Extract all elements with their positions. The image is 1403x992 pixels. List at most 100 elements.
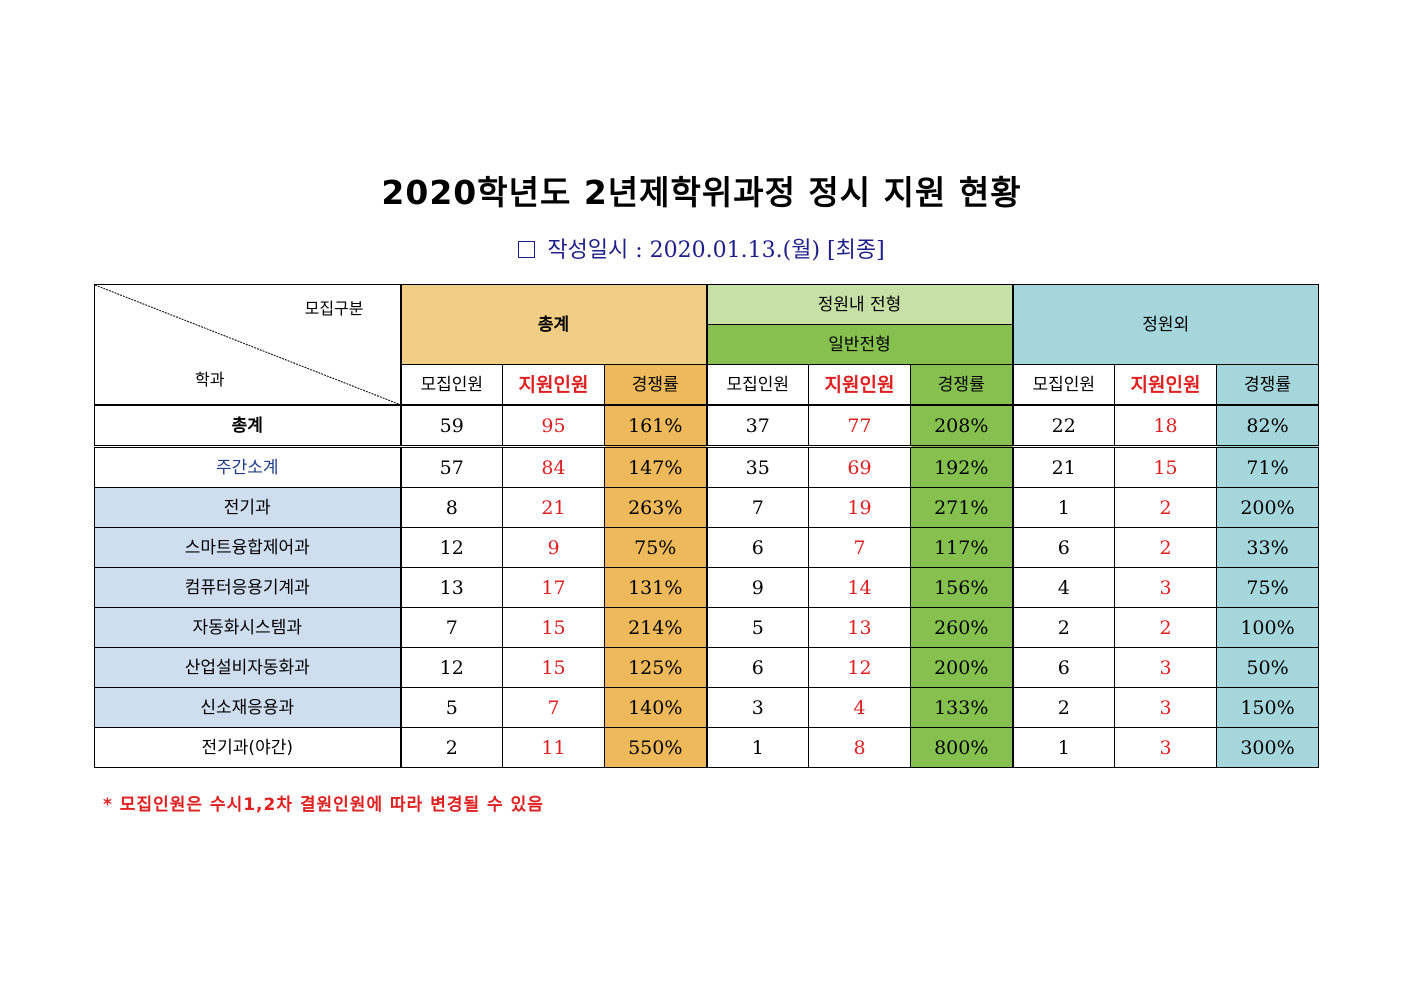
- total-rate-cell: 550%: [604, 727, 708, 768]
- total-recruit-cell: 13: [400, 567, 503, 608]
- group-header-in-quota: 정원내 전형: [705, 284, 1014, 325]
- total-apply-cell: 7: [502, 687, 605, 728]
- total-recruit-cell: 12: [400, 647, 503, 688]
- in-recruit-cell: 5: [706, 607, 809, 648]
- table-row: 자동화시스템과 7 15 214% 5 13 260% 2 2 100%: [94, 607, 1320, 648]
- out-rate-cell: 50%: [1216, 647, 1320, 688]
- in-rate-cell: 117%: [909, 527, 1014, 568]
- dept-cell: 자동화시스템과: [94, 607, 402, 648]
- in-recruit-cell: 3: [706, 687, 809, 728]
- out-rate-cell: 82%: [1216, 404, 1320, 447]
- in-recruit-cell: 6: [706, 647, 809, 688]
- total-recruit-cell: 2: [400, 727, 503, 768]
- in-apply-cell: 8: [808, 727, 911, 768]
- col-header-out-recruit: 모집인원: [1012, 364, 1116, 406]
- in-rate-cell: 133%: [909, 687, 1014, 728]
- dept-cell: 주간소계: [94, 445, 402, 488]
- group-header-total: 총계: [400, 284, 708, 365]
- out-apply-cell: 2: [1114, 527, 1218, 568]
- date-label: 작성일시 : 2020.01.13.(월) [최종]: [547, 238, 885, 263]
- table-row-night: 전기과(야간) 2 11 550% 1 8 800% 1 3 300%: [94, 727, 1320, 768]
- in-rate-cell: 260%: [909, 607, 1014, 648]
- total-rate-cell: 147%: [604, 445, 708, 488]
- total-rate-cell: 75%: [604, 527, 708, 568]
- col-header-in-rate: 경쟁률: [909, 364, 1014, 406]
- total-rate-cell: 161%: [604, 404, 708, 447]
- total-rate-cell: 214%: [604, 607, 708, 648]
- total-apply-cell: 21: [502, 487, 605, 528]
- out-rate-cell: 300%: [1216, 727, 1320, 768]
- in-apply-cell: 7: [808, 527, 911, 568]
- out-apply-cell: 3: [1114, 727, 1218, 768]
- dept-cell: 전기과: [94, 487, 402, 528]
- out-rate-cell: 71%: [1216, 445, 1320, 488]
- out-apply-cell: 18: [1114, 404, 1218, 447]
- in-apply-cell: 4: [808, 687, 911, 728]
- out-apply-cell: 3: [1114, 567, 1218, 608]
- in-rate-cell: 800%: [909, 727, 1014, 768]
- total-apply-cell: 15: [502, 607, 605, 648]
- dept-cell: 스마트융합제어과: [94, 527, 402, 568]
- out-apply-cell: 2: [1114, 607, 1218, 648]
- table-row-day-subtotal: 주간소계 57 84 147% 35 69 192% 21 15 71%: [94, 445, 1320, 488]
- out-apply-cell: 15: [1114, 445, 1218, 488]
- table-row: 컴퓨터응용기계과 13 17 131% 9 14 156% 4 3 75%: [94, 567, 1320, 608]
- footnote: * 모집인원은 수시1,2차 결원인원에 따라 변경될 수 있음: [103, 795, 544, 815]
- corner-bottom-label: 학과: [195, 370, 225, 389]
- col-header-total-recruit: 모집인원: [400, 364, 503, 406]
- total-apply-cell: 15: [502, 647, 605, 688]
- col-header-out-rate: 경쟁률: [1216, 364, 1320, 406]
- total-recruit-cell: 57: [400, 445, 503, 488]
- dept-cell: 전기과(야간): [94, 727, 402, 768]
- table-row: 신소재응용과 5 7 140% 3 4 133% 2 3 150%: [94, 687, 1320, 728]
- out-recruit-cell: 22: [1012, 404, 1116, 447]
- out-recruit-cell: 1: [1012, 727, 1116, 768]
- out-apply-cell: 3: [1114, 647, 1218, 688]
- table-row: 전기과 8 21 263% 7 19 271% 1 2 200%: [94, 487, 1320, 528]
- total-rate-cell: 263%: [604, 487, 708, 528]
- in-rate-cell: 271%: [909, 487, 1014, 528]
- in-recruit-cell: 6: [706, 527, 809, 568]
- in-apply-cell: 19: [808, 487, 911, 528]
- table-row-total: 총계 59 95 161% 37 77 208% 22 18 82%: [94, 404, 1320, 447]
- out-apply-cell: 2: [1114, 487, 1218, 528]
- dept-cell: 신소재응용과: [94, 687, 402, 728]
- col-header-out-apply: 지원인원: [1114, 364, 1218, 406]
- date-label-line: 작성일시 : 2020.01.13.(월) [최종]: [0, 232, 1403, 264]
- application-status-table: 모집구분 학과 총계 정원내 전형 정원외 일반전형 모집인원 지원인원 경쟁률…: [94, 284, 1320, 768]
- in-recruit-cell: 1: [706, 727, 809, 768]
- total-recruit-cell: 8: [400, 487, 503, 528]
- in-recruit-cell: 35: [706, 445, 809, 488]
- in-rate-cell: 208%: [909, 404, 1014, 447]
- total-apply-cell: 84: [502, 445, 605, 488]
- out-recruit-cell: 6: [1012, 527, 1116, 568]
- total-apply-cell: 9: [502, 527, 605, 568]
- in-apply-cell: 12: [808, 647, 911, 688]
- out-recruit-cell: 2: [1012, 687, 1116, 728]
- col-header-in-recruit: 모집인원: [706, 364, 809, 406]
- out-recruit-cell: 2: [1012, 607, 1116, 648]
- in-rate-cell: 156%: [909, 567, 1014, 608]
- out-recruit-cell: 6: [1012, 647, 1116, 688]
- dept-cell: 컴퓨터응용기계과: [94, 567, 402, 608]
- in-recruit-cell: 37: [706, 404, 809, 447]
- in-apply-cell: 14: [808, 567, 911, 608]
- out-rate-cell: 33%: [1216, 527, 1320, 568]
- table-row: 스마트융합제어과 12 9 75% 6 7 117% 6 2 33%: [94, 527, 1320, 568]
- total-apply-cell: 17: [502, 567, 605, 608]
- dept-cell: 산업설비자동화과: [94, 647, 402, 688]
- total-apply-cell: 11: [502, 727, 605, 768]
- diagonal-line: [95, 285, 401, 405]
- group-header-out-quota: 정원외: [1012, 284, 1320, 365]
- total-recruit-cell: 7: [400, 607, 503, 648]
- col-header-total-apply: 지원인원: [502, 364, 605, 406]
- out-recruit-cell: 21: [1012, 445, 1116, 488]
- col-header-total-rate: 경쟁률: [604, 364, 708, 406]
- corner-header-cell: 모집구분 학과: [94, 284, 402, 406]
- total-rate-cell: 125%: [604, 647, 708, 688]
- total-rate-cell: 131%: [604, 567, 708, 608]
- out-apply-cell: 3: [1114, 687, 1218, 728]
- page-title: 2020학년도 2년제학위과정 정시 지원 현황: [381, 173, 1022, 212]
- in-apply-cell: 13: [808, 607, 911, 648]
- total-recruit-cell: 5: [400, 687, 503, 728]
